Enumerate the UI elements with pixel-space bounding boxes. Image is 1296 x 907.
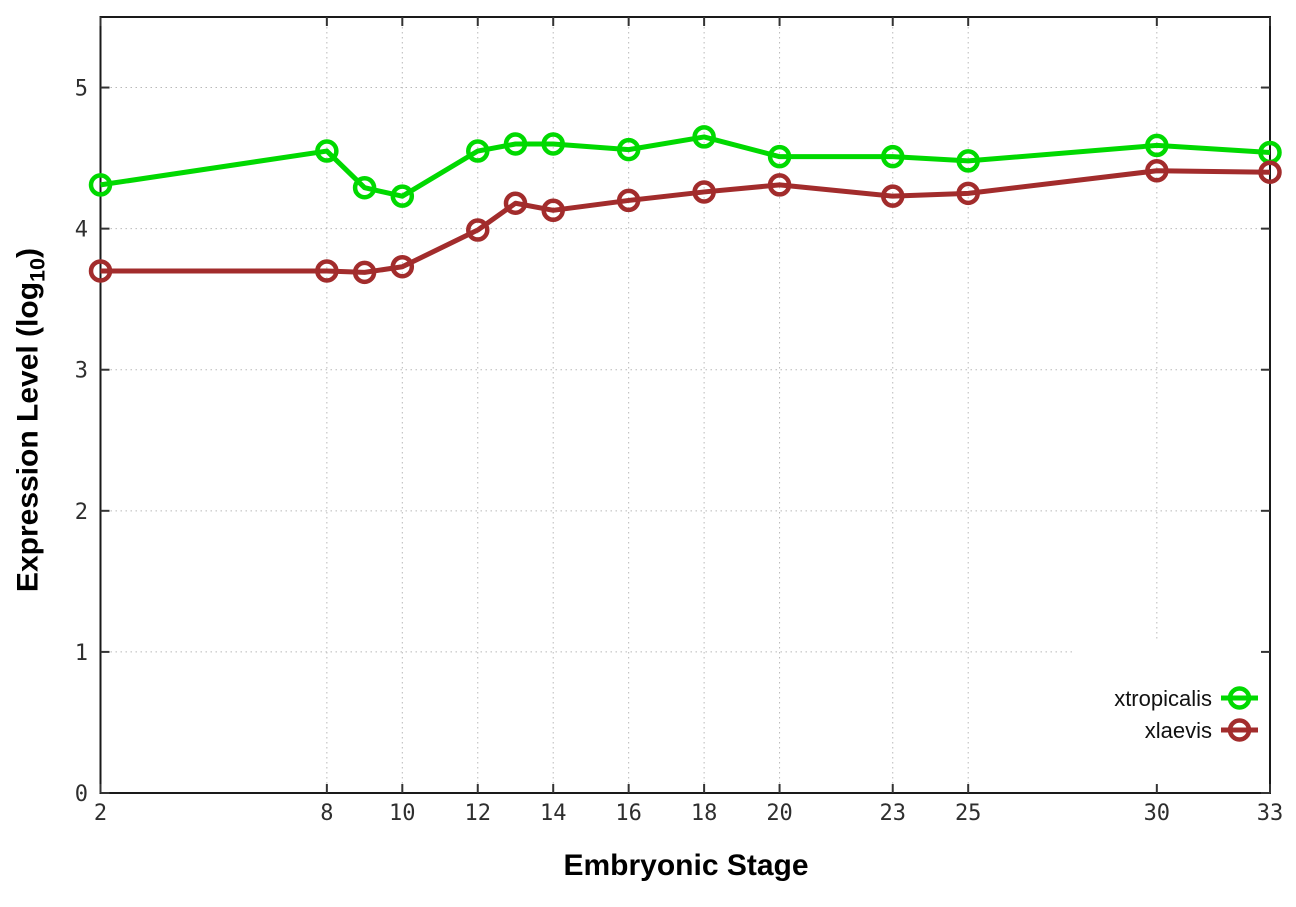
y-axis-title: Expression Level (log10)	[12, 248, 51, 592]
data-point-marker	[692, 180, 716, 204]
y-tick-label: 1	[75, 641, 88, 666]
legend-background	[1072, 640, 1269, 791]
data-point-marker	[315, 139, 339, 163]
y-tick-label: 5	[75, 77, 88, 102]
data-point-marker	[390, 254, 415, 279]
y-axis-title-subscript: 10	[24, 257, 50, 282]
x-tick-label: 25	[955, 801, 982, 826]
data-point-marker	[1258, 160, 1282, 184]
data-point-marker	[352, 260, 377, 285]
data-point-marker	[352, 175, 377, 200]
x-tick-label: 33	[1257, 801, 1284, 826]
series-line-xlaevis	[100, 168, 1271, 275]
data-point-marker	[616, 188, 641, 213]
x-tick-label: 30	[1144, 801, 1171, 826]
data-point-marker	[880, 184, 905, 208]
x-tick-label: 14	[540, 801, 567, 826]
data-point-marker	[767, 173, 792, 197]
legend: xtropicalis xlaevis	[1114, 686, 1258, 743]
y-tick-label: 2	[75, 500, 88, 525]
y-tick-label: 3	[75, 359, 88, 384]
x-tick-label: 8	[320, 801, 333, 826]
x-tick-label: 18	[691, 801, 718, 826]
y-axis-title-text: Expression Level (log	[11, 281, 45, 593]
legend-entry-xtropicalis: xtropicalis	[1114, 686, 1258, 711]
data-point-marker	[541, 198, 565, 223]
data-point-marker	[88, 259, 113, 283]
data-point-marker	[390, 184, 415, 208]
legend-marker-sample	[1227, 718, 1252, 742]
legend-label: xlaevis	[1145, 718, 1212, 743]
x-tick-label: 20	[766, 801, 793, 826]
data-point-marker	[1145, 159, 1169, 183]
y-tick-label: 0	[75, 782, 88, 807]
data-point-marker	[956, 181, 980, 206]
data-point-marker	[466, 218, 490, 242]
data-point-marker	[503, 132, 528, 156]
data-point-marker	[692, 125, 716, 149]
data-point-marker	[503, 191, 528, 215]
data-point-marker	[767, 144, 792, 169]
y-axis-title-suffix: )	[11, 247, 45, 258]
x-tick-label: 10	[389, 801, 416, 826]
data-point-marker	[315, 259, 339, 283]
legend-entry-xlaevis: xlaevis	[1145, 718, 1258, 743]
x-tick-label: 12	[465, 801, 492, 826]
x-axis-title: Embryonic Stage	[563, 849, 809, 882]
x-tick-label: 16	[615, 801, 642, 826]
data-point-marker	[88, 173, 113, 197]
series-xtropicalis	[88, 125, 1282, 208]
tick-marks	[99, 17, 1271, 794]
series-line-xtropicalis	[100, 134, 1271, 199]
data-point-marker	[956, 149, 980, 173]
plot-border	[99, 16, 1271, 794]
series-xlaevis	[88, 159, 1282, 285]
x-tick-label: 2	[94, 801, 107, 826]
legend-marker-sample	[1227, 686, 1252, 710]
legend-label: xtropicalis	[1114, 686, 1212, 711]
data-point-marker	[466, 139, 490, 163]
data-point-marker	[541, 132, 565, 156]
x-tick-label: 23	[879, 801, 906, 826]
data-point-marker	[1145, 133, 1169, 158]
data-point-marker	[616, 137, 641, 162]
data-point-marker	[880, 144, 905, 169]
y-tick-label: 4	[75, 218, 88, 243]
